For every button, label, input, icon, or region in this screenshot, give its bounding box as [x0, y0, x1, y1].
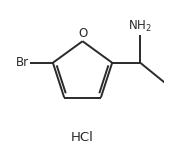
Text: Br: Br: [16, 56, 29, 69]
Text: HCl: HCl: [71, 131, 94, 144]
Text: NH$_2$: NH$_2$: [128, 19, 152, 34]
Text: O: O: [78, 27, 87, 40]
